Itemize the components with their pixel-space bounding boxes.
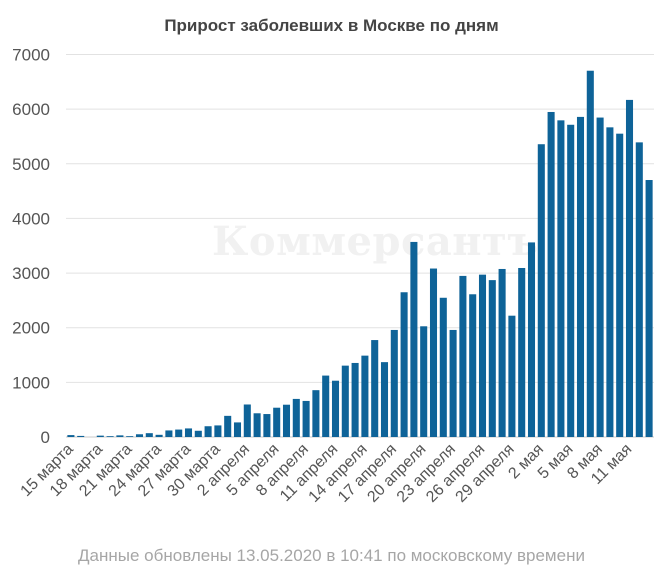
bar — [547, 111, 555, 437]
y-tick-label: 7000 — [12, 46, 50, 65]
bar — [204, 426, 212, 437]
bar — [175, 429, 183, 437]
bar — [488, 280, 496, 437]
update-note: Данные обновлены 13.05.2020 в 10:41 по м… — [78, 546, 585, 565]
bar — [410, 241, 418, 437]
bar — [439, 297, 447, 437]
bar — [302, 400, 310, 437]
chart-title: Прирост заболевших в Москве по дням — [164, 16, 499, 35]
bar — [331, 380, 340, 437]
bar — [518, 267, 526, 437]
bar — [116, 435, 124, 437]
y-tick-label: 1000 — [12, 373, 50, 392]
bar — [508, 315, 516, 437]
bar — [635, 142, 643, 437]
bar — [243, 404, 251, 437]
bar — [165, 430, 173, 437]
bar — [596, 117, 604, 437]
bar — [390, 329, 398, 437]
y-tick-label: 0 — [41, 428, 50, 447]
y-tick-label: 5000 — [12, 155, 50, 174]
bar — [420, 326, 428, 437]
y-tick-label: 3000 — [12, 264, 50, 283]
bar — [361, 355, 369, 437]
bar — [478, 274, 487, 437]
bar — [380, 362, 389, 437]
bar — [625, 99, 634, 438]
bar — [469, 294, 477, 437]
bar — [106, 436, 114, 437]
bar — [586, 70, 594, 437]
bar — [77, 435, 85, 437]
bar — [371, 340, 379, 437]
bar — [616, 133, 624, 438]
bar — [606, 127, 614, 437]
bar — [400, 292, 408, 437]
y-tick-label: 4000 — [12, 209, 50, 228]
bar — [194, 430, 202, 437]
bar — [96, 435, 104, 437]
bar — [527, 242, 536, 437]
bar — [253, 413, 261, 437]
bar — [449, 329, 457, 437]
bar — [351, 362, 359, 437]
bar — [214, 425, 222, 437]
bar — [537, 144, 545, 437]
bar — [322, 375, 330, 437]
bar — [155, 434, 163, 437]
bar — [341, 365, 349, 437]
bar — [498, 268, 506, 437]
y-tick-label: 6000 — [12, 100, 50, 119]
bar — [273, 407, 281, 437]
bar — [233, 422, 242, 437]
bar — [557, 120, 565, 438]
bar — [576, 116, 585, 437]
bar — [126, 436, 134, 437]
bar — [567, 124, 575, 437]
bar — [184, 428, 193, 437]
bar — [645, 180, 653, 437]
watermark-logo: Коммерсантъ — [212, 218, 539, 265]
bar — [263, 414, 271, 437]
y-tick-label: 2000 — [12, 319, 50, 338]
bar — [224, 415, 232, 437]
bar — [67, 435, 75, 437]
bar — [292, 398, 300, 437]
bar — [282, 404, 291, 437]
bar — [312, 390, 320, 437]
bar — [135, 434, 144, 437]
bar — [145, 433, 153, 437]
bar — [429, 268, 438, 437]
bar — [459, 275, 467, 437]
